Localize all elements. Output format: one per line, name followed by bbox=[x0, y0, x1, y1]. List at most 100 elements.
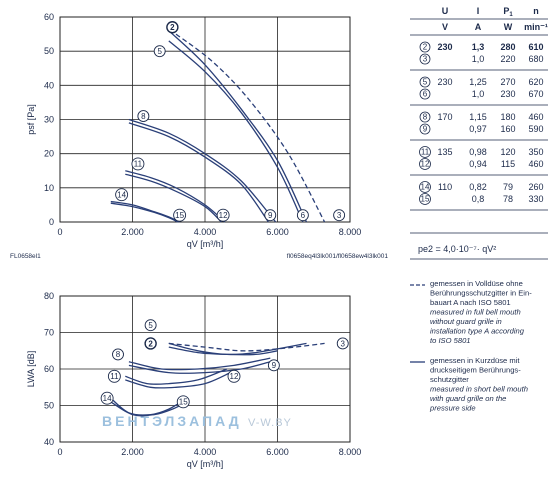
curve-label-circle bbox=[112, 348, 124, 361]
curve-8 bbox=[128, 118, 277, 223]
table-cell-I: 1,0 bbox=[472, 54, 485, 64]
curve-label: 3 bbox=[337, 211, 342, 220]
x-tick-label: 8.000 bbox=[339, 447, 362, 457]
table-cell-n: 330 bbox=[528, 194, 543, 204]
watermark-site: V-W.BY bbox=[248, 417, 292, 429]
x-tick-label: 6.000 bbox=[266, 447, 289, 457]
curve-label: 15 bbox=[179, 398, 188, 407]
y-tick-label: 20 bbox=[44, 149, 54, 159]
x-tick-label: 6.000 bbox=[266, 227, 289, 237]
table-cell-P: 160 bbox=[500, 124, 515, 134]
table-row-id: 14 bbox=[421, 183, 430, 192]
table-cell-I: 0,94 bbox=[469, 159, 487, 169]
y-tick-label: 70 bbox=[44, 328, 54, 338]
table-header-sub: 1 bbox=[509, 12, 513, 18]
table-cell-P: 120 bbox=[500, 147, 515, 157]
curve-label-circle bbox=[153, 45, 166, 58]
x-tick-label: 2.000 bbox=[121, 447, 144, 457]
table-header: P1 bbox=[503, 6, 513, 18]
x-tick-label: 2.000 bbox=[121, 227, 144, 237]
y-axis-label: LWA [dB] bbox=[26, 351, 36, 388]
curve-label-circle bbox=[100, 391, 114, 405]
y-tick-label: 80 bbox=[44, 291, 54, 301]
x-axis-label: qV [m³/h] bbox=[187, 239, 224, 249]
curve-label-circle bbox=[333, 209, 346, 222]
y-tick-label: 0 bbox=[49, 217, 54, 227]
table-unit: V bbox=[442, 22, 448, 32]
curve-label: 12 bbox=[230, 372, 239, 381]
curve-12 bbox=[125, 372, 231, 389]
x-tick-label: 0 bbox=[57, 447, 62, 457]
x-tick-label: 0 bbox=[57, 227, 62, 237]
table-cell-P: 115 bbox=[501, 159, 515, 169]
table-row-id: 2 bbox=[423, 43, 428, 52]
table-cell-I: 1,25 bbox=[469, 77, 487, 87]
table-cell-I: 1,3 bbox=[472, 42, 485, 52]
x-tick-label: 4.000 bbox=[194, 447, 217, 457]
table-row-id: 15 bbox=[421, 195, 430, 204]
curve-label-circle bbox=[296, 209, 309, 222]
curve-12 bbox=[125, 173, 222, 223]
table-cell-n: 460 bbox=[528, 112, 543, 122]
sound-chart: 0 2.000 4.000 6.000 8.000 40 50 60 70 80 qV [m³/h]… bbox=[26, 291, 361, 469]
curve-8 bbox=[128, 357, 271, 371]
table-cell-I: 1,15 bbox=[469, 112, 487, 122]
legend: gemessen in Volldüse ohneBerührungsschut… bbox=[410, 279, 532, 413]
legend-solid-text: pressure side bbox=[429, 404, 476, 413]
curve-3 bbox=[175, 33, 326, 223]
curve-label-circle bbox=[267, 359, 280, 372]
pressure-chart: 0 2.000 4.000 6.000 8.000 0 10 20 30 40 50 60 qV [m³… bbox=[26, 12, 361, 249]
curve-2 bbox=[168, 346, 278, 356]
curve-label-circle bbox=[144, 319, 157, 332]
curve-label-circle bbox=[107, 369, 121, 383]
table-cell-P: 280 bbox=[500, 42, 515, 52]
legend-dashed-text: Berührungsschutzgitter in Ein- bbox=[430, 289, 532, 298]
table-row-id-circle bbox=[419, 193, 431, 205]
table-row-id-circle bbox=[419, 158, 431, 170]
table-cell-U: 170 bbox=[437, 112, 452, 122]
y-tick-label: 50 bbox=[44, 46, 54, 56]
table-row-id: 3 bbox=[423, 55, 428, 64]
top-right-note: fl0658eq4l3lk001/fl0658ew4l3lk001 bbox=[287, 253, 389, 260]
y-tick-label: 60 bbox=[44, 364, 54, 374]
legend-dashed-text: to ISO 5801 bbox=[430, 336, 471, 345]
y-tick-label: 60 bbox=[44, 12, 54, 22]
table-row-id: 9 bbox=[423, 125, 428, 134]
table-cell-P: 270 bbox=[500, 77, 515, 87]
curve-5 bbox=[168, 40, 304, 223]
table-row-id-circle bbox=[419, 111, 431, 123]
curve-label-circle bbox=[131, 157, 145, 171]
table-cell-n: 620 bbox=[528, 77, 543, 87]
table-unit: A bbox=[475, 22, 482, 32]
table-header: n bbox=[533, 6, 539, 16]
table-header: I bbox=[477, 6, 480, 16]
table-row-id-circle bbox=[419, 88, 431, 100]
curve-label-circle bbox=[173, 208, 187, 222]
table-row-id-circle bbox=[419, 146, 431, 158]
curve-9 bbox=[128, 361, 271, 375]
curve-label: 14 bbox=[117, 190, 126, 199]
table-cell-P: 78 bbox=[503, 194, 513, 204]
table-cell-I: 0,8 bbox=[472, 194, 485, 204]
table-row-id-circle bbox=[419, 123, 431, 135]
table-row-id: 6 bbox=[423, 90, 428, 99]
curve-label-circle bbox=[115, 188, 129, 202]
table-cell-n: 260 bbox=[528, 182, 543, 192]
table-cell-U: 230 bbox=[437, 77, 452, 87]
curve-label: 2 bbox=[148, 339, 153, 348]
curve-label: 8 bbox=[116, 350, 121, 359]
table-cell-P: 180 bbox=[500, 112, 515, 122]
curve-label-circle bbox=[227, 369, 241, 383]
curve-label: 12 bbox=[219, 211, 228, 220]
table-cell-n: 350 bbox=[528, 147, 543, 157]
curve-label-circle bbox=[176, 395, 190, 409]
legend-solid-text: with guard grille on the bbox=[430, 394, 506, 403]
curve-label-circle bbox=[144, 337, 157, 350]
curve-3 bbox=[168, 342, 325, 352]
y-tick-label: 40 bbox=[44, 437, 54, 447]
curve-label: 5 bbox=[148, 321, 153, 330]
legend-solid-text: schutzgitter bbox=[430, 375, 469, 384]
curve-9 bbox=[128, 122, 269, 223]
y-tick-label: 40 bbox=[44, 80, 54, 90]
x-tick-label: 4.000 bbox=[194, 227, 217, 237]
